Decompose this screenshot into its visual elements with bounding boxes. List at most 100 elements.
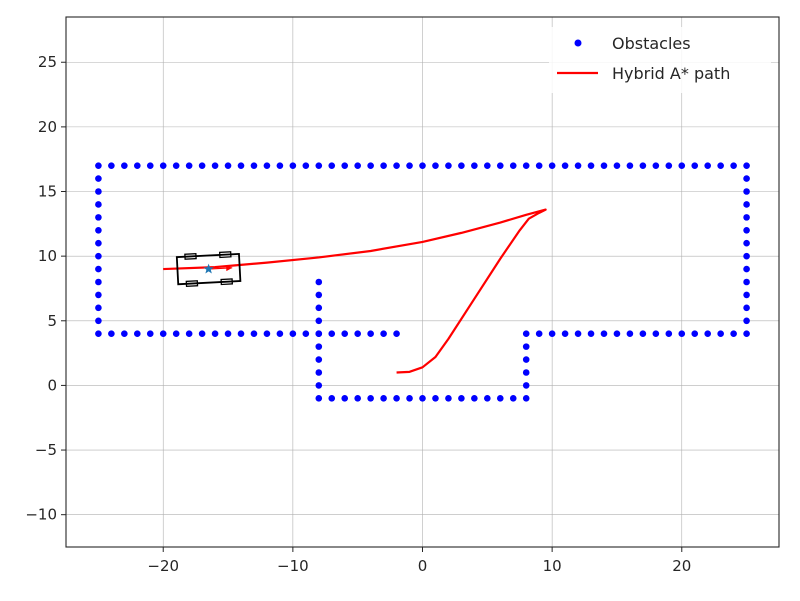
obstacle-point	[159, 162, 167, 169]
obstacle-point	[600, 162, 608, 169]
obstacle-point	[95, 330, 102, 338]
obstacle-point	[743, 330, 750, 338]
obstacle-point	[561, 330, 569, 338]
obstacle-point	[211, 162, 219, 169]
legend-obstacles-marker	[574, 39, 582, 47]
obstacle-point	[587, 330, 595, 338]
obstacle-point	[574, 162, 582, 169]
obstacle-point	[95, 317, 102, 325]
obstacle-point	[743, 304, 750, 312]
obstacle-point	[315, 343, 323, 350]
x-tick-label: −10	[277, 557, 309, 575]
obstacle-point	[95, 226, 102, 234]
obstacle-point	[95, 278, 102, 286]
obstacle-point	[380, 162, 387, 169]
obstacle-point	[509, 162, 517, 169]
obstacle-point	[691, 162, 699, 169]
obstacle-point	[393, 162, 400, 169]
y-tick-label: −5	[35, 441, 57, 459]
obstacle-point	[315, 356, 323, 363]
obstacle-point	[522, 395, 530, 402]
obstacle-point	[432, 162, 439, 169]
obstacle-point	[445, 162, 452, 169]
obstacle-point	[717, 330, 724, 338]
obstacle-point	[95, 188, 102, 195]
obstacle-point	[717, 162, 724, 169]
obstacle-point	[743, 252, 750, 260]
obstacle-point	[95, 201, 102, 208]
obstacle-point	[613, 330, 621, 338]
obstacle-point	[471, 395, 478, 402]
obstacle-point	[704, 162, 711, 169]
obstacle-point	[315, 395, 323, 402]
obstacle-point	[445, 395, 452, 402]
obstacle-point	[665, 330, 673, 338]
obstacle-point	[496, 162, 504, 169]
vehicle-body	[175, 252, 242, 286]
obstacle-point	[522, 382, 530, 389]
obstacle-point	[146, 162, 154, 169]
obstacle-point	[380, 395, 387, 402]
y-tick-label: 20	[38, 118, 57, 136]
legend-path-label: Hybrid A* path	[612, 64, 730, 83]
obstacle-point	[302, 162, 310, 169]
y-tick-label: 5	[47, 312, 57, 330]
obstacle-point	[367, 330, 374, 338]
obstacle-point	[535, 162, 543, 169]
obstacle-point	[419, 395, 426, 402]
obstacle-point	[198, 330, 206, 338]
obstacle-point	[341, 330, 349, 338]
obstacle-point	[678, 330, 686, 338]
obstacle-point	[639, 330, 647, 338]
obstacle-point	[652, 330, 660, 338]
obstacle-point	[471, 162, 478, 169]
obstacle-point	[743, 175, 750, 182]
obstacle-point	[95, 291, 102, 299]
obstacle-point	[211, 330, 219, 338]
path-series	[163, 208, 547, 374]
obstacle-point	[743, 291, 750, 299]
obstacle-point	[704, 330, 711, 338]
obstacle-point	[509, 395, 517, 402]
start-star-marker	[203, 263, 214, 274]
obstacle-point	[134, 162, 141, 169]
obstacle-point	[341, 395, 349, 402]
obstacle-point	[172, 330, 180, 338]
obstacle-point	[134, 330, 141, 338]
obstacle-point	[354, 395, 361, 402]
obstacle-point	[743, 201, 750, 208]
obstacle-point	[172, 162, 180, 169]
obstacle-point	[354, 162, 361, 169]
vehicle-heading-arrow	[226, 265, 233, 272]
obstacle-point	[665, 162, 673, 169]
obstacle-point	[367, 395, 374, 402]
obstacle-point	[315, 278, 323, 286]
obstacle-point	[315, 162, 323, 169]
obstacle-point	[237, 330, 245, 338]
obstacle-point	[315, 291, 323, 299]
obstacle-point	[522, 369, 530, 376]
obstacle-point	[289, 162, 297, 169]
obstacle-point	[730, 162, 737, 169]
obstacle-point	[121, 162, 128, 169]
x-tick-label: −20	[147, 557, 179, 575]
obstacle-point	[328, 162, 336, 169]
obstacle-point	[406, 395, 413, 402]
y-tick-label: 0	[47, 376, 57, 394]
obstacle-point	[185, 330, 193, 338]
obstacle-point	[574, 330, 582, 338]
obstacle-point	[522, 343, 530, 350]
grid	[66, 17, 779, 547]
obstacle-point	[95, 265, 102, 273]
legend-box	[549, 27, 771, 93]
obstacle-point	[95, 175, 102, 182]
obstacle-point	[276, 330, 284, 338]
y-axis-ticks: −10 −5 0 5 10 15 20 25	[25, 53, 66, 524]
obstacle-point	[198, 162, 206, 169]
obstacle-point	[458, 395, 465, 402]
obstacle-point	[484, 162, 491, 169]
x-tick-label: 20	[672, 557, 691, 575]
obstacle-point	[432, 395, 439, 402]
obstacle-point	[691, 330, 699, 338]
obstacle-point	[289, 330, 297, 338]
